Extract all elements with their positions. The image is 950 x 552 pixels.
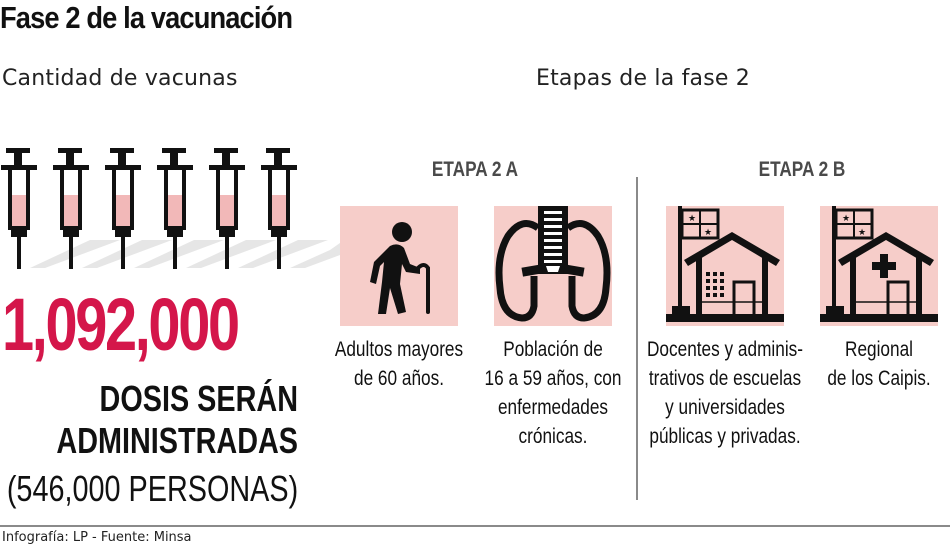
svg-text:★: ★ xyxy=(704,227,712,237)
syringes-illustration xyxy=(1,148,340,269)
svg-text:★: ★ xyxy=(688,213,696,223)
caption-line: enfermedades xyxy=(497,396,609,419)
caption-line: Docentes y adminis- xyxy=(646,338,804,361)
doses-label-line-2: ADMINISTRADAS xyxy=(56,420,298,461)
footer-divider xyxy=(0,525,950,527)
caption-adultos-mayores: Adultos mayores de 60 años. xyxy=(317,335,481,393)
caption-line: crónicas. xyxy=(518,425,588,448)
caption-line: trativos de escuelas xyxy=(648,367,802,390)
caption-poblacion-cronicas: Población de 16 a 59 años, con enfermeda… xyxy=(471,335,635,451)
clinic-building-with-flag-icon: ★ ★ xyxy=(820,206,938,326)
caption-line: públicas y privadas. xyxy=(649,425,801,448)
svg-text:★: ★ xyxy=(842,213,850,223)
footer-credit: Infografía: LP - Fuente: Minsa xyxy=(2,530,192,545)
stage-2b-label: ETAPA 2 B xyxy=(758,158,846,181)
right-subtitle: Etapas de la fase 2 xyxy=(536,66,751,91)
total-doses-number: 1,092,000 xyxy=(2,283,240,366)
page-title: Fase 2 de la vacunación xyxy=(0,0,293,35)
left-subtitle: Cantidad de vacunas xyxy=(2,66,238,91)
caption-line: 16 a 59 años, con xyxy=(484,367,622,390)
caption-line: y universidades xyxy=(665,396,785,419)
syringe-icon xyxy=(1,148,37,269)
caption-line: de los Caipis. xyxy=(827,367,931,390)
caption-line: Adultos mayores xyxy=(334,338,464,361)
stage-2a-label: ETAPA 2 A xyxy=(431,158,519,181)
doses-label: DOSIS SERÁN ADMINISTRADAS xyxy=(56,378,298,462)
caption-line: Regional xyxy=(845,338,913,361)
doses-label-line-1: DOSIS SERÁN xyxy=(99,378,298,419)
elderly-person-with-cane-icon xyxy=(340,206,458,326)
caption-line: de 60 años. xyxy=(353,367,444,390)
school-building-with-flag-icon: ★ ★ xyxy=(666,206,784,326)
persons-count: (546,000 PERSONAS) xyxy=(6,468,298,509)
caption-docentes: Docentes y adminis- trativos de escuelas… xyxy=(643,335,807,451)
svg-text:★: ★ xyxy=(858,227,866,237)
lungs-icon xyxy=(494,206,612,326)
caption-line: Población de xyxy=(503,338,603,361)
stage-divider xyxy=(636,177,638,500)
caption-regional-caipis: Regional de los Caipis. xyxy=(797,335,950,393)
